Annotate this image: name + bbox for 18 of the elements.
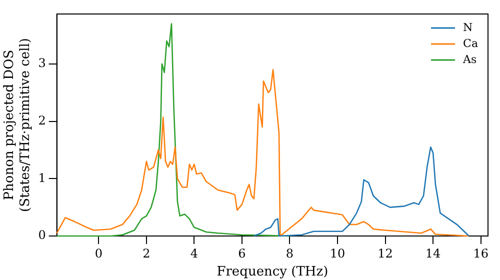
x-tick-label: 8 — [286, 246, 294, 260]
x-tick-label: 2 — [142, 246, 150, 260]
y-tick-label: 3 — [38, 56, 46, 70]
x-tick-label: 12 — [378, 246, 393, 260]
y-tick-label: 2 — [38, 113, 46, 128]
x-tick-label: 6 — [238, 246, 246, 260]
legend-label: N — [463, 20, 474, 34]
y-tick-label: 1 — [38, 170, 46, 185]
x-tick-label: 16 — [473, 246, 488, 260]
x-tick-label: 10 — [330, 246, 346, 260]
y-axis-title: Phonon projected DOS (States/THz·primitive cell) — [2, 38, 33, 212]
x-tick-label: 4 — [190, 246, 198, 260]
legend-label: As — [462, 52, 477, 66]
x-tick-label: 14 — [425, 246, 442, 260]
x-axis-title: Frequency (THz) — [216, 264, 328, 280]
y-tick-label: 0 — [38, 228, 46, 242]
legend-label: Ca — [463, 36, 478, 50]
x-tick-label: 0 — [94, 246, 102, 260]
